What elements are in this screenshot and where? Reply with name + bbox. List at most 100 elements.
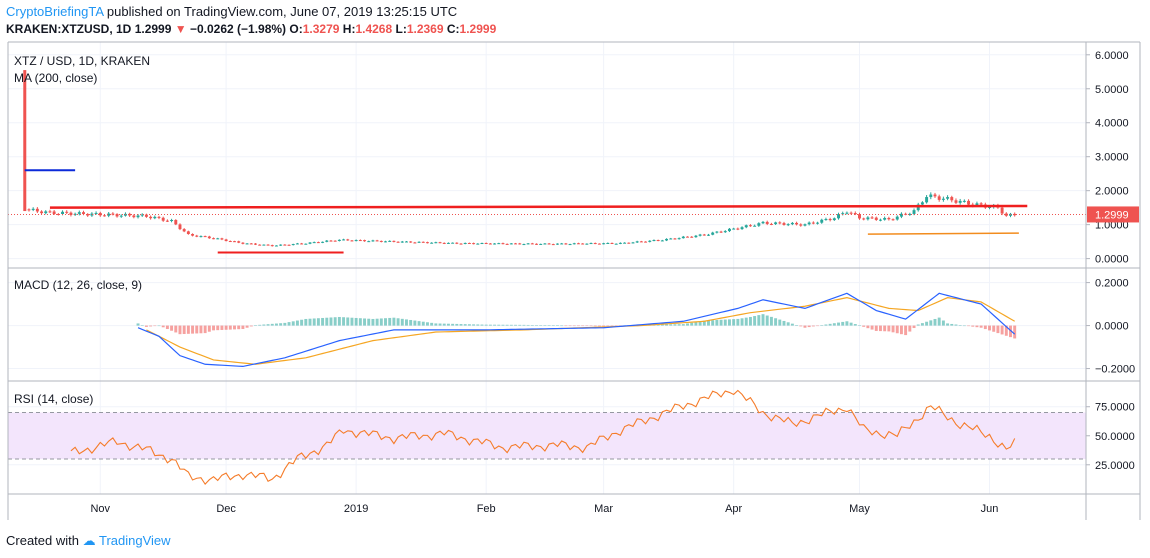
rsi-pane[interactable] <box>8 389 1086 486</box>
candle-body <box>195 235 199 237</box>
candle-body <box>564 243 568 245</box>
macd-histogram-bar <box>669 324 673 326</box>
macd-histogram-bar <box>421 321 425 326</box>
candle-body <box>94 212 98 214</box>
candle-body <box>602 243 606 245</box>
macd-histogram-bar <box>463 324 467 326</box>
macd-histogram-bar <box>803 325 807 328</box>
macd-histogram-bar <box>195 325 199 334</box>
candle-body <box>962 200 966 202</box>
candle-body <box>799 224 803 226</box>
macd-histogram-bar <box>564 325 568 327</box>
price-pane[interactable] <box>8 70 1086 254</box>
macd-histogram-bar <box>547 325 551 326</box>
candle-body <box>207 236 211 239</box>
candle-body <box>119 215 123 217</box>
macd-histogram-bar <box>425 322 429 326</box>
macd-histogram-bar <box>409 319 413 326</box>
down-arrow-icon: ▼ <box>174 22 187 36</box>
macd-histogram-bar <box>719 319 723 326</box>
macd-histogram-bar <box>501 324 505 326</box>
macd-histogram-bar <box>249 325 253 327</box>
macd-histogram-bar <box>904 325 908 336</box>
macd-histogram-bar <box>698 321 702 326</box>
candle-body <box>65 211 69 213</box>
candle-body <box>375 240 379 242</box>
candle-body <box>367 241 371 243</box>
author-link[interactable]: CryptoBriefingTA <box>6 4 104 19</box>
candle-body <box>761 221 765 224</box>
macd-histogram-bar <box>367 318 371 326</box>
macd-histogram-bar <box>820 325 824 326</box>
macd-histogram-bar <box>589 325 593 327</box>
macd-histogram-bar <box>476 324 480 326</box>
macd-histogram-bar <box>484 324 488 326</box>
candle-body <box>652 240 656 242</box>
rsi-tick-label: 50.0000 <box>1095 431 1135 443</box>
macd-histogram-bar <box>862 325 866 327</box>
macd-histogram-bar <box>757 315 761 326</box>
x-tick-label: Dec <box>216 503 236 515</box>
candle-body <box>988 206 991 208</box>
candle-body <box>522 244 526 246</box>
candle-body <box>937 196 941 200</box>
macd-histogram-bar <box>996 325 1000 334</box>
candle-body <box>530 243 534 245</box>
macd-histogram-bar <box>270 323 274 326</box>
macd-histogram-bar <box>283 322 287 326</box>
candle-body <box>727 228 731 232</box>
macd-histogram-bar <box>715 319 719 326</box>
candle-body <box>295 243 299 245</box>
candle-body <box>488 243 492 245</box>
macd-histogram-bar <box>568 325 572 327</box>
macd-histogram-bar <box>375 318 379 326</box>
candle-body <box>161 217 165 221</box>
macd-pane[interactable] <box>136 292 1017 368</box>
macd-histogram-bar <box>258 324 262 326</box>
macd-histogram-bar <box>514 324 518 326</box>
candle-body <box>304 243 308 245</box>
candle-body <box>589 243 593 245</box>
macd-histogram-bar <box>488 324 492 326</box>
candle-body <box>841 213 845 215</box>
candle-body <box>556 243 559 245</box>
macd-histogram-bar <box>778 319 782 326</box>
candle-body <box>677 238 681 240</box>
macd-histogram-bar <box>182 325 186 334</box>
candle-body <box>698 234 702 236</box>
macd-histogram-bar <box>535 325 538 326</box>
macd-tick-label: −0.2000 <box>1095 364 1135 376</box>
macd-histogram-bar <box>1009 325 1012 338</box>
macd-histogram-bar <box>874 325 878 331</box>
macd-histogram-bar <box>254 325 257 326</box>
macd-histogram-bar <box>216 325 220 331</box>
candle-body <box>535 243 538 245</box>
candle-body <box>48 211 52 213</box>
macd-histogram-bar <box>920 323 924 326</box>
candle-body <box>912 210 916 214</box>
macd-histogram-bar <box>828 323 832 326</box>
macd-histogram-bar <box>434 323 438 326</box>
candle-body <box>635 241 639 243</box>
candle-body <box>576 243 580 245</box>
macd-histogram-bar <box>300 319 304 326</box>
macd-pane-title: MACD (12, 26, close, 9) <box>14 278 142 292</box>
macd-histogram-bar <box>509 324 513 326</box>
candle-body <box>497 243 501 245</box>
candle-body <box>778 222 782 224</box>
candle-body <box>539 243 543 245</box>
candle-body <box>673 238 677 240</box>
candle-body <box>128 213 132 216</box>
tradingview-brand[interactable]: TradingView <box>99 533 171 548</box>
macd-histogram-bar <box>694 322 698 326</box>
rsi-pane-title: RSI (14, close) <box>14 392 93 406</box>
candle-body <box>413 242 417 244</box>
macd-histogram-bar <box>316 318 320 326</box>
candle-body <box>321 241 325 243</box>
macd-histogram-bar <box>606 325 610 327</box>
macd-tick-label: 0.2000 <box>1095 278 1129 290</box>
candle-body <box>686 236 689 238</box>
candle-body <box>870 217 874 219</box>
macd-histogram-bar <box>941 320 945 326</box>
